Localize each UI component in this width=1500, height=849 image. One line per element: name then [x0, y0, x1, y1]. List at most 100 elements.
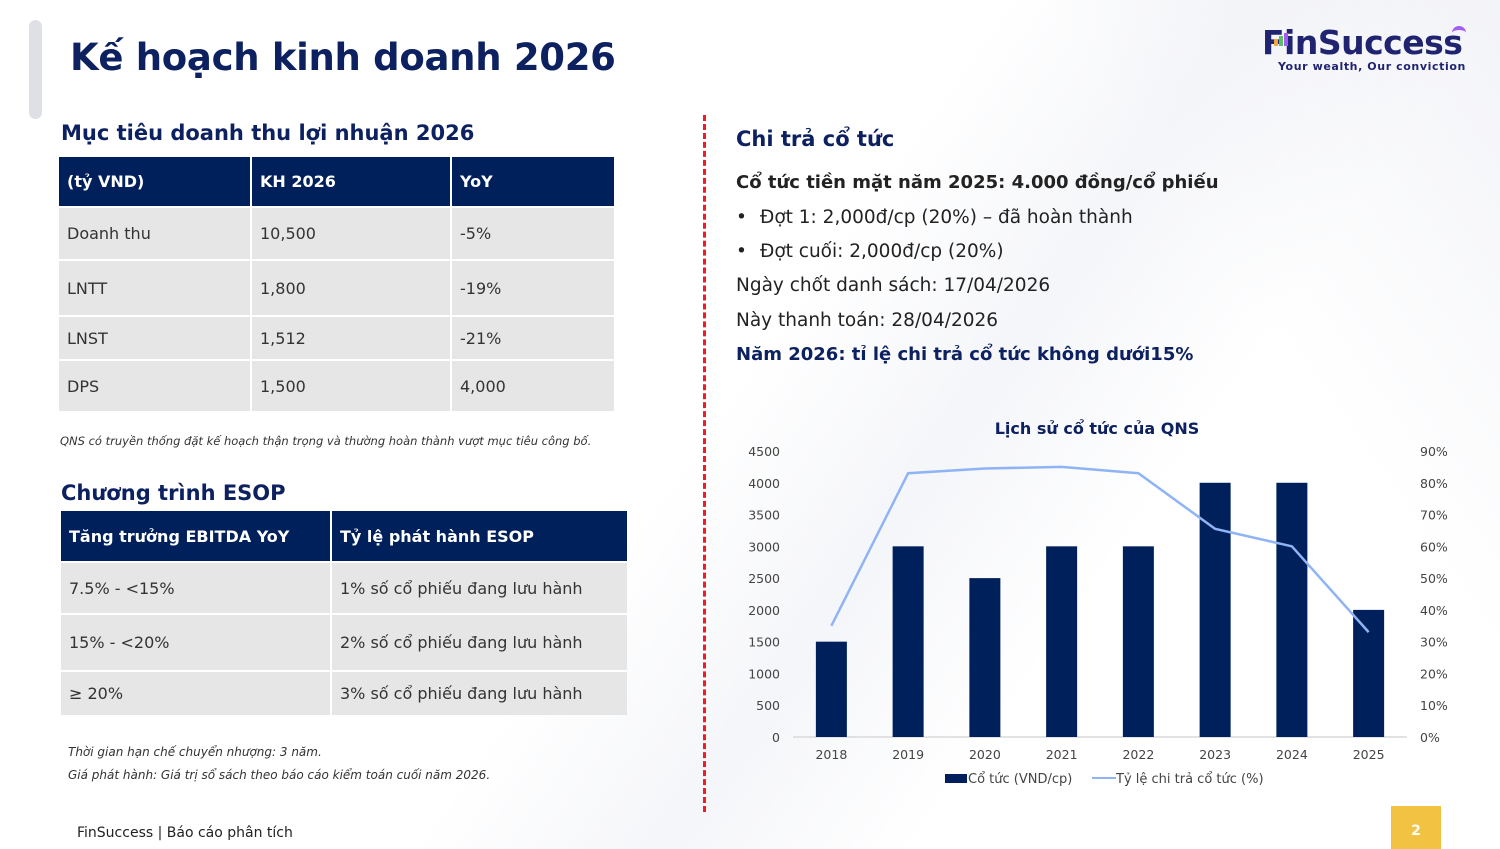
y2-tick-label: 40% [1420, 603, 1448, 618]
y-tick-label: 1500 [748, 635, 780, 650]
logo-tagline: Your wealth, Our conviction [1278, 60, 1466, 73]
table-cell: 1% số cổ phiếu đang lưu hành [331, 561, 627, 614]
y2-tick-label: 10% [1420, 698, 1448, 713]
title-accent-bar [29, 20, 42, 119]
x-tick-label: 2022 [1122, 747, 1154, 762]
bar-2025 [1353, 609, 1385, 737]
table-row: 7.5% - <15% 1% số cổ phiếu đang lưu hành [61, 561, 627, 614]
table-cell: -5% [451, 206, 614, 260]
payment-date: Này thanh toán: 28/04/2026 [736, 310, 999, 331]
x-tick-label: 2020 [969, 747, 1001, 762]
y2-tick-label: 60% [1420, 539, 1448, 554]
y-tick-label: 3000 [748, 539, 780, 554]
esop-note: Thời gian hạn chế chuyển nhượng: 3 năm. [68, 745, 322, 759]
footer-text: FinSuccess | Báo cáo phân tích [77, 825, 293, 841]
x-tick-label: 2019 [892, 747, 924, 762]
y2-tick-label: 20% [1420, 666, 1448, 681]
y2-tick-label: 50% [1420, 571, 1448, 586]
y2-tick-label: 80% [1420, 476, 1448, 491]
bar-2020 [969, 578, 1001, 737]
esop-title: Chương trình ESOP [61, 481, 286, 505]
table-cell: 15% - <20% [61, 613, 332, 671]
table-cell: 3% số cổ phiếu đang lưu hành [331, 670, 627, 715]
dividend-headline: Cổ tức tiền mặt năm 2025: 4.000 đồng/cổ … [736, 172, 1219, 193]
dividend-title: Chi trả cổ tức [736, 127, 895, 151]
chart-legend: Cổ tức (VND/cp) Tỷ lệ chi trả cổ tức (%) [945, 772, 1264, 787]
table-cell: 1,512 [251, 315, 452, 360]
bar-2023 [1199, 482, 1231, 737]
table-cell: 1,800 [251, 259, 452, 316]
targets-table: (tỷ VND) KH 2026 YoY Doanh thu 10,500 -5… [59, 157, 614, 411]
table-row: 15% - <20% 2% số cổ phiếu đang lưu hành [61, 613, 627, 671]
dividend-policy: Năm 2026: tỉ lệ chi trả cổ tức không dướ… [736, 344, 1194, 365]
table-cell: 4,000 [451, 359, 614, 411]
chart-title: Lịch sử cổ tức của QNS [995, 419, 1200, 438]
legend-swatch-bar [945, 774, 967, 783]
y-tick-label: 2000 [748, 603, 780, 618]
table-row: Doanh thu 10,500 -5% [59, 206, 614, 260]
table-cell: LNTT [59, 259, 252, 316]
table-cell: DPS [59, 359, 252, 411]
y2-tick-label: 30% [1420, 635, 1448, 650]
column-header: Tỷ lệ phát hành ESOP [331, 511, 627, 562]
y-tick-label: 4500 [748, 444, 780, 459]
finsuccess-logo: FinSuccess Your wealth, Our conviction [1262, 24, 1472, 73]
table-header-row: (tỷ VND) KH 2026 YoY [59, 157, 614, 207]
x-tick-label: 2018 [815, 747, 847, 762]
bar-2024 [1276, 482, 1308, 737]
bar-2019 [892, 546, 924, 737]
legend-label: Tỷ lệ chi trả cổ tức (%) [1115, 772, 1264, 787]
dividend-history-chart: Lịch sử cổ tức của QNS 0 500 1000 1500 2000 2… [748, 419, 1448, 787]
column-header: YoY [451, 157, 614, 207]
legend-label: Cổ tức (VND/cp) [968, 772, 1072, 787]
x-tick-label: 2023 [1199, 747, 1231, 762]
bar-2022 [1122, 546, 1154, 737]
table-cell: 2% số cổ phiếu đang lưu hành [331, 613, 627, 671]
section-divider [703, 115, 706, 812]
payout-ratio-line [830, 465, 1370, 633]
table-cell: LNST [59, 315, 252, 360]
y-tick-label: 4000 [748, 476, 780, 491]
page-title: Kế hoạch kinh doanh 2026 [70, 36, 616, 79]
column-header: Tăng trưởng EBITDA YoY [61, 511, 332, 562]
table-cell: 7.5% - <15% [61, 561, 332, 614]
table-cell: ≥ 20% [61, 670, 332, 715]
y2-tick-label: 0% [1420, 730, 1440, 745]
dividend-bullet: • Đợt 1: 2,000đ/cp (20%) – đã hoàn thành [736, 207, 1133, 228]
table-row: LNTT 1,800 -19% [59, 259, 614, 316]
column-header: (tỷ VND) [59, 157, 252, 207]
table-cell: 10,500 [251, 206, 452, 260]
targets-note: QNS có truyền thống đặt kế hoạch thận tr… [60, 434, 592, 448]
esop-table: Tăng trưởng EBITDA YoY Tỷ lệ phát hành E… [61, 511, 627, 715]
targets-title: Mục tiêu doanh thu lợi nhuận 2026 [61, 121, 475, 145]
record-date: Ngày chốt danh sách: 17/04/2026 [736, 275, 1051, 296]
table-cell: -19% [451, 259, 614, 316]
x-tick-label: 2024 [1276, 747, 1308, 762]
y2-tick-label: 90% [1420, 444, 1448, 459]
bar-2018 [815, 641, 847, 737]
page-number: 2 [1391, 806, 1441, 849]
bar-2021 [1046, 546, 1078, 737]
y-tick-label: 2500 [748, 571, 780, 586]
y-tick-label: 0 [772, 730, 780, 745]
table-row: DPS 1,500 4,000 [59, 359, 614, 411]
logo-swoosh-icon [1452, 26, 1466, 34]
table-cell: 1,500 [251, 359, 452, 411]
table-row: LNST 1,512 -21% [59, 315, 614, 360]
x-tick-label: 2025 [1353, 747, 1385, 762]
y2-tick-label: 70% [1420, 508, 1448, 523]
logo-wordmark: FinSuccess [1262, 24, 1472, 62]
table-cell: Doanh thu [59, 206, 252, 260]
dividend-bullet: • Đợt cuối: 2,000đ/cp (20%) [736, 241, 1004, 262]
y-tick-label: 1000 [748, 666, 780, 681]
table-cell: -21% [451, 315, 614, 360]
table-header-row: Tăng trưởng EBITDA YoY Tỷ lệ phát hành E… [61, 511, 627, 562]
y-tick-label: 500 [756, 698, 780, 713]
x-tick-label: 2021 [1046, 747, 1078, 762]
column-header: KH 2026 [251, 157, 452, 207]
bullet-icon: • [736, 207, 747, 228]
esop-note: Giá phát hành: Giá trị sổ sách theo báo … [68, 768, 491, 782]
table-row: ≥ 20% 3% số cổ phiếu đang lưu hành [61, 670, 627, 715]
y-tick-label: 3500 [748, 508, 780, 523]
bullet-icon: • [736, 241, 747, 262]
